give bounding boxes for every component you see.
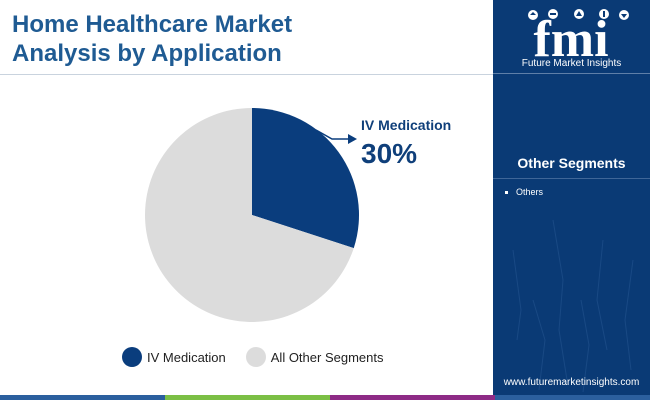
callout-label: IV Medication [361, 117, 451, 133]
other-segments-rule [493, 178, 650, 179]
other-segments-heading: Other Segments [517, 155, 626, 171]
title-line-1: Home Healthcare Market [12, 11, 293, 38]
bottom-bar-segment-1 [0, 395, 165, 400]
bottom-bar-segment-3 [330, 395, 495, 400]
callout-value: 30% [361, 138, 417, 169]
chart-title: Home Healthcare Market Analysis by Appli… [12, 10, 482, 68]
legend-item-all-other-segments: All Other Segments [245, 347, 384, 367]
panel-divider [493, 73, 650, 74]
callout-line [315, 129, 348, 140]
panel-texture [512, 219, 634, 393]
right-sidebar-panel: fmi Future Market Insights Other Segment… [493, 0, 650, 400]
logo-caption: Future Market Insights [521, 58, 622, 69]
title-divider [0, 74, 493, 75]
chart-legend: IV Medication All Other Segments [122, 347, 403, 367]
pie-slice-iv-medication [252, 108, 359, 249]
legend-swatch-iv-medication [122, 347, 142, 367]
segment-item-others: Others [505, 186, 543, 198]
bottom-color-bar [0, 395, 650, 400]
other-segments-list: Others [505, 186, 543, 198]
website-url: www.futuremarketinsights.com [503, 377, 640, 388]
pie-chart: IV Medication 30% [145, 108, 451, 322]
pie-slice-all-other-segments [145, 108, 354, 322]
arrow-right-icon [348, 134, 357, 144]
title-line-2: Analysis by Application [12, 40, 282, 67]
fmi-logo-icon: fmi [528, 9, 629, 68]
logo-wordmark: fmi [533, 11, 608, 68]
legend-label-iv-medication: IV Medication [147, 349, 226, 365]
legend-swatch-all-other-segments [245, 347, 266, 367]
legend-item-iv-medication: IV Medication [122, 347, 226, 367]
legend-label-all-other-segments: All Other Segments [270, 349, 384, 365]
bottom-bar-segment-4 [495, 395, 650, 400]
bottom-bar-segment-2 [165, 395, 330, 400]
